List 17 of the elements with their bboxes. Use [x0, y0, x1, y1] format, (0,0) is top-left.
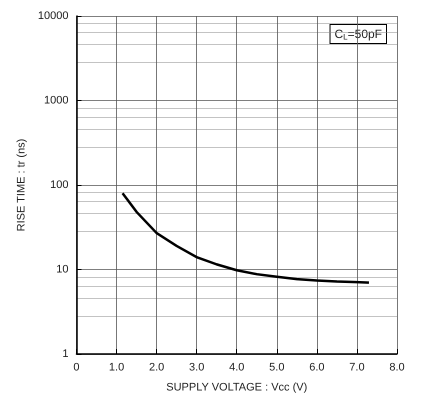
y-tick-label: 10	[56, 264, 68, 276]
y-tick-label: 1000	[44, 94, 68, 106]
y-axis-title: RISE TIME : tr (ns)	[16, 138, 28, 232]
x-tick-label: 0	[73, 362, 80, 374]
x-tick-label: 1.0	[108, 362, 124, 374]
x-axis-title: SUPPLY VOLTAGE : Vcc (V)	[166, 382, 308, 394]
line-series	[121, 192, 370, 284]
x-tick-label: 5.0	[269, 362, 284, 374]
y-tick-label: 10000	[38, 10, 68, 22]
y-tick-label: 100	[50, 179, 68, 191]
x-tick-label: 4.0	[229, 362, 244, 374]
x-tick-label: 8.0	[389, 362, 405, 374]
x-tick-label: 7.0	[349, 362, 365, 374]
y-tick-label: 1	[62, 348, 68, 360]
x-tick-label: 2.0	[148, 362, 164, 374]
x-tick-label: 3.0	[189, 362, 204, 374]
x-tick-label: 6.0	[309, 362, 325, 374]
